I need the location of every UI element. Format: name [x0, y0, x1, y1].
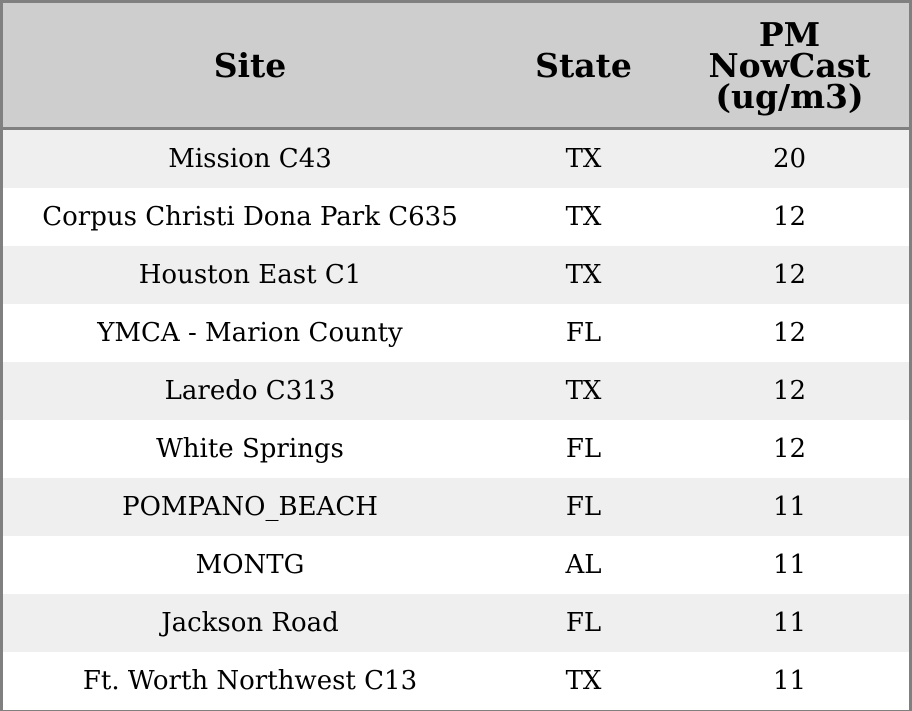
header-state: State: [497, 3, 670, 130]
cell-state: FL: [497, 478, 670, 536]
header-pm-line-3: (ug/m3): [715, 76, 864, 116]
cell-state: TX: [497, 652, 670, 710]
cell-pm: 11: [670, 536, 909, 594]
cell-site: Mission C43: [3, 128, 497, 188]
cell-state: FL: [497, 304, 670, 362]
cell-pm: 12: [670, 304, 909, 362]
cell-site: Laredo C313: [3, 362, 497, 420]
header-row: Site State PM NowCast (ug/m3): [3, 3, 909, 130]
cell-state: TX: [497, 362, 670, 420]
cell-pm: 11: [670, 478, 909, 536]
cell-site: YMCA - Marion County: [3, 304, 497, 362]
cell-pm: 12: [670, 188, 909, 246]
cell-state: TX: [497, 188, 670, 246]
table-header: Site State PM NowCast (ug/m3): [3, 3, 909, 130]
cell-pm: 20: [670, 128, 909, 188]
cell-site: White Springs: [3, 420, 497, 478]
table-row: POMPANO_BEACH FL 11: [3, 478, 909, 536]
header-site-label: Site: [213, 45, 287, 85]
cell-pm: 11: [670, 594, 909, 652]
table-row: Ft. Worth Northwest C13 TX 11: [3, 652, 909, 710]
header-pm-line-2: NowCast: [708, 45, 871, 85]
table-body: Mission C43 TX 20 Corpus Christi Dona Pa…: [3, 128, 909, 710]
cell-site: Jackson Road: [3, 594, 497, 652]
table-row: White Springs FL 12: [3, 420, 909, 478]
cell-state: TX: [497, 128, 670, 188]
table-row: Jackson Road FL 11: [3, 594, 909, 652]
cell-site: Corpus Christi Dona Park C635: [3, 188, 497, 246]
table-row: MONTG AL 11: [3, 536, 909, 594]
data-table: Site State PM NowCast (ug/m3) Mission C4…: [3, 3, 909, 710]
header-pm-line-1: PM: [758, 14, 821, 54]
cell-site: POMPANO_BEACH: [3, 478, 497, 536]
cell-state: FL: [497, 594, 670, 652]
header-pm-nowcast: PM NowCast (ug/m3): [670, 3, 909, 130]
cell-pm: 11: [670, 652, 909, 710]
table-row: Corpus Christi Dona Park C635 TX 12: [3, 188, 909, 246]
table-row: Houston East C1 TX 12: [3, 246, 909, 304]
cell-pm: 12: [670, 246, 909, 304]
cell-state: TX: [497, 246, 670, 304]
cell-site: MONTG: [3, 536, 497, 594]
cell-state: FL: [497, 420, 670, 478]
table-row: YMCA - Marion County FL 12: [3, 304, 909, 362]
header-state-label: State: [535, 45, 632, 85]
cell-site: Ft. Worth Northwest C13: [3, 652, 497, 710]
cell-site: Houston East C1: [3, 246, 497, 304]
table-row: Laredo C313 TX 12: [3, 362, 909, 420]
cell-pm: 12: [670, 420, 909, 478]
cell-pm: 12: [670, 362, 909, 420]
cell-state: AL: [497, 536, 670, 594]
header-site: Site: [3, 3, 497, 130]
table-row: Mission C43 TX 20: [3, 128, 909, 188]
